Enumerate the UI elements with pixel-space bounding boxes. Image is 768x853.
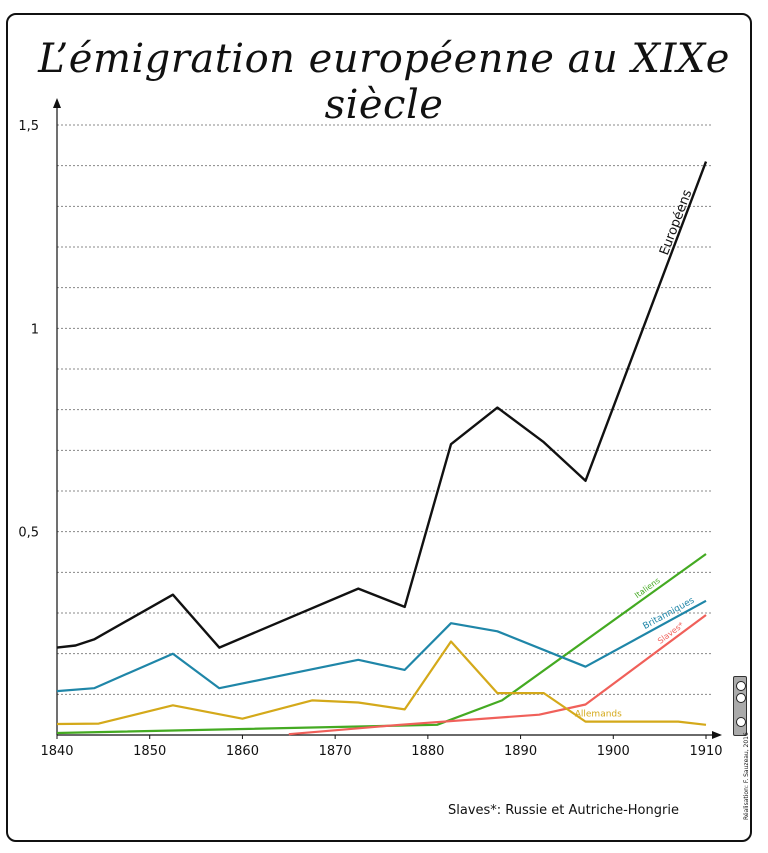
footnote: Slaves*: Russie et Autriche-Hongrie: [448, 803, 679, 818]
series-line-allemands: [56, 640, 707, 726]
credit-line: Réalisation: F. Sauzeau, 2016: [734, 700, 750, 820]
series-lines: [56, 161, 708, 736]
chart-title: L’émigration européenne au XIXe siècle: [38, 36, 730, 128]
y-axis-arrow: [53, 98, 61, 108]
series-line-europeens: [56, 161, 708, 649]
series-label: Britanniques: [641, 596, 696, 632]
x-tick-label: 1880: [411, 744, 444, 759]
y-tick-label: 1: [31, 322, 39, 337]
x-axis-arrow: [712, 731, 722, 739]
x-tick-label: 1910: [689, 744, 722, 759]
x-tick-label: 1860: [226, 744, 259, 759]
x-tick-label: 1900: [597, 744, 630, 759]
chart-frame: [6, 13, 752, 842]
y-tick-label: 0,5: [18, 526, 39, 541]
series-line-slaves: [288, 614, 707, 736]
y-tick-label: 1,5: [18, 119, 39, 134]
x-tick-label: 1840: [40, 744, 73, 759]
tick-labels: 1840 1850 1860 1870 1880 1890 1900 1910 0,5 1 1,5: [18, 119, 722, 759]
cc-license-icon: [733, 676, 747, 736]
x-tick-label: 1870: [319, 744, 352, 759]
series-line-italiens: [56, 553, 707, 735]
axes: [53, 98, 722, 739]
x-tick-label: 1850: [133, 744, 166, 759]
grid-lines: [57, 124, 712, 695]
x-tick-label: 1890: [504, 744, 537, 759]
series-line-britanniques: [56, 599, 707, 693]
series-label: Allemands: [575, 710, 622, 720]
credit-text: Réalisation: F. Sauzeau, 2016: [743, 732, 750, 820]
